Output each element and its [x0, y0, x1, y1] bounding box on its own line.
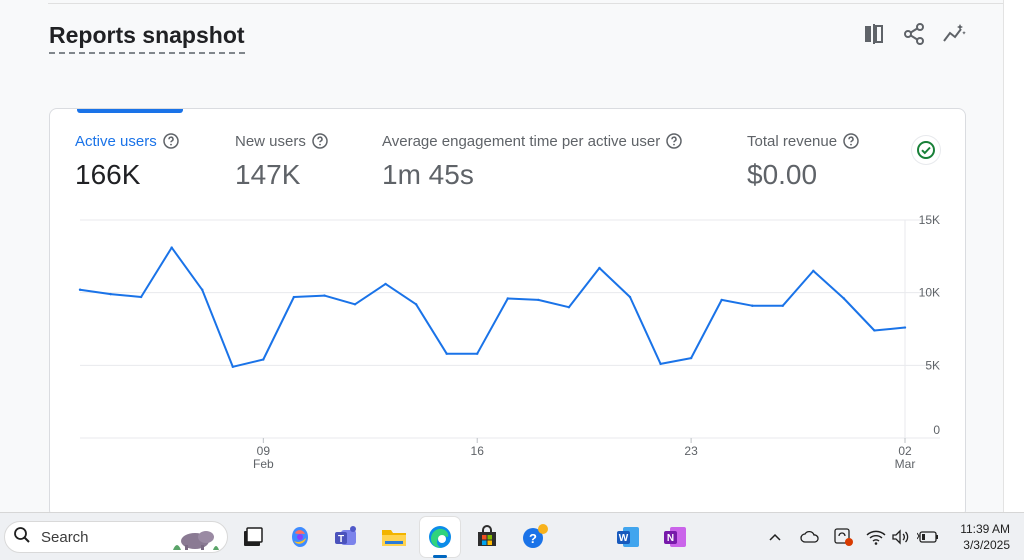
data-point[interactable] — [78, 288, 82, 291]
data-point[interactable] — [812, 269, 815, 273]
help-icon[interactable] — [843, 133, 859, 149]
data-point[interactable] — [689, 356, 693, 360]
metric-active-users[interactable]: Active users 166K — [75, 131, 179, 191]
get-help-icon[interactable]: ? — [521, 523, 549, 551]
task-view-icon[interactable] — [239, 523, 267, 551]
data-point[interactable] — [781, 304, 784, 307]
status-check-icon[interactable] — [912, 136, 940, 164]
active-tab-indicator — [77, 109, 183, 113]
x-tick-label: 23 — [684, 444, 698, 458]
metric-value: 1m 45s — [382, 159, 474, 190]
sync-status-icon[interactable] — [833, 527, 855, 547]
volume-icon[interactable] — [891, 527, 911, 547]
data-point[interactable] — [506, 297, 509, 300]
data-point[interactable] — [323, 294, 326, 297]
wifi-icon[interactable] — [866, 527, 886, 547]
data-point[interactable] — [201, 288, 204, 291]
page-title[interactable]: Reports snapshot — [49, 22, 245, 54]
data-point[interactable] — [751, 304, 754, 307]
data-point[interactable] — [231, 365, 234, 368]
data-point[interactable] — [537, 298, 540, 302]
svg-text:W: W — [619, 533, 629, 544]
metric-value: 147K — [235, 159, 301, 190]
snapshot-card: Active users 166K New users 147K Average… — [49, 108, 966, 518]
metric-total-revenue[interactable]: Total revenue $0.00 — [747, 131, 859, 191]
svg-text:?: ? — [529, 531, 537, 546]
series-line-active-users[interactable] — [79, 246, 906, 368]
search-label: Search — [41, 528, 89, 546]
help-icon[interactable] — [312, 133, 328, 149]
help-icon[interactable] — [162, 133, 179, 149]
clock-date: 3/3/2025 — [963, 538, 1010, 552]
edge-browser-icon[interactable] — [426, 523, 454, 551]
data-point[interactable] — [170, 246, 173, 249]
header-actions — [862, 22, 966, 46]
reports-page: Reports snapshot Active users 166K New u… — [48, 0, 1024, 518]
scrollbar-track[interactable] — [1003, 0, 1024, 512]
x-tick-label: 16 — [471, 444, 485, 458]
x-tick-sublabel: Mar — [895, 457, 916, 471]
metric-label: Average engagement time per active user — [382, 132, 661, 150]
data-point[interactable] — [598, 266, 601, 270]
y-tick-label: 15K — [919, 213, 940, 227]
data-point[interactable] — [628, 295, 632, 299]
data-point[interactable] — [109, 292, 112, 296]
microsoft-store-icon[interactable] — [473, 523, 501, 551]
data-point[interactable] — [873, 329, 876, 332]
svg-text:T: T — [338, 534, 344, 545]
active-app-indicator — [433, 555, 447, 558]
copilot-icon[interactable] — [286, 523, 314, 551]
data-point[interactable] — [567, 306, 571, 309]
data-point[interactable] — [842, 297, 846, 300]
share-icon[interactable] — [902, 22, 926, 46]
data-point[interactable] — [139, 295, 143, 299]
metric-label: Active users — [75, 132, 157, 150]
metric-new-users[interactable]: New users 147K — [235, 131, 328, 191]
x-tick-sublabel: Feb — [253, 457, 274, 471]
data-point[interactable] — [384, 282, 387, 286]
data-point[interactable] — [292, 295, 296, 299]
system-clock[interactable]: 11:39 AM 3/3/2025 — [960, 521, 1010, 553]
word-icon[interactable]: W — [614, 523, 642, 551]
data-point[interactable] — [659, 362, 662, 366]
divider — [48, 3, 1003, 4]
chevron-up-icon[interactable] — [768, 527, 782, 547]
data-point[interactable] — [720, 298, 723, 302]
taskbar-search[interactable]: Search — [4, 521, 228, 553]
hippo-illustration-icon — [173, 525, 219, 556]
insights-icon[interactable] — [942, 22, 966, 46]
file-explorer-icon[interactable] — [380, 523, 408, 551]
data-point[interactable] — [476, 352, 479, 355]
metric-label: Total revenue — [747, 132, 838, 150]
y-tick-label: 5K — [925, 358, 940, 372]
metric-label: New users — [235, 132, 306, 150]
y-tick-label: 0 — [933, 423, 940, 437]
windows-taskbar: Search T ? W N — [0, 512, 1024, 560]
onedrive-icon[interactable] — [800, 527, 820, 547]
x-tick-label: 02 — [898, 444, 912, 458]
compare-icon[interactable] — [862, 22, 886, 46]
y-tick-label: 10K — [919, 286, 940, 300]
data-point[interactable] — [353, 303, 357, 306]
data-point[interactable] — [445, 352, 448, 355]
svg-text:N: N — [667, 533, 674, 544]
onenote-icon[interactable]: N — [661, 523, 689, 551]
search-icon — [13, 526, 31, 549]
teams-icon[interactable]: T — [332, 523, 360, 551]
metric-value: 166K — [75, 159, 141, 190]
help-icon[interactable] — [666, 133, 682, 149]
metric-engagement-time[interactable]: Average engagement time per active user … — [382, 131, 682, 191]
clock-time: 11:39 AM — [960, 522, 1010, 536]
battery-icon[interactable] — [917, 527, 939, 547]
data-point[interactable] — [903, 326, 907, 329]
data-point[interactable] — [262, 358, 265, 361]
data-point[interactable] — [414, 303, 418, 306]
x-tick-label: 09 — [257, 444, 271, 458]
metric-value: $0.00 — [747, 159, 818, 190]
